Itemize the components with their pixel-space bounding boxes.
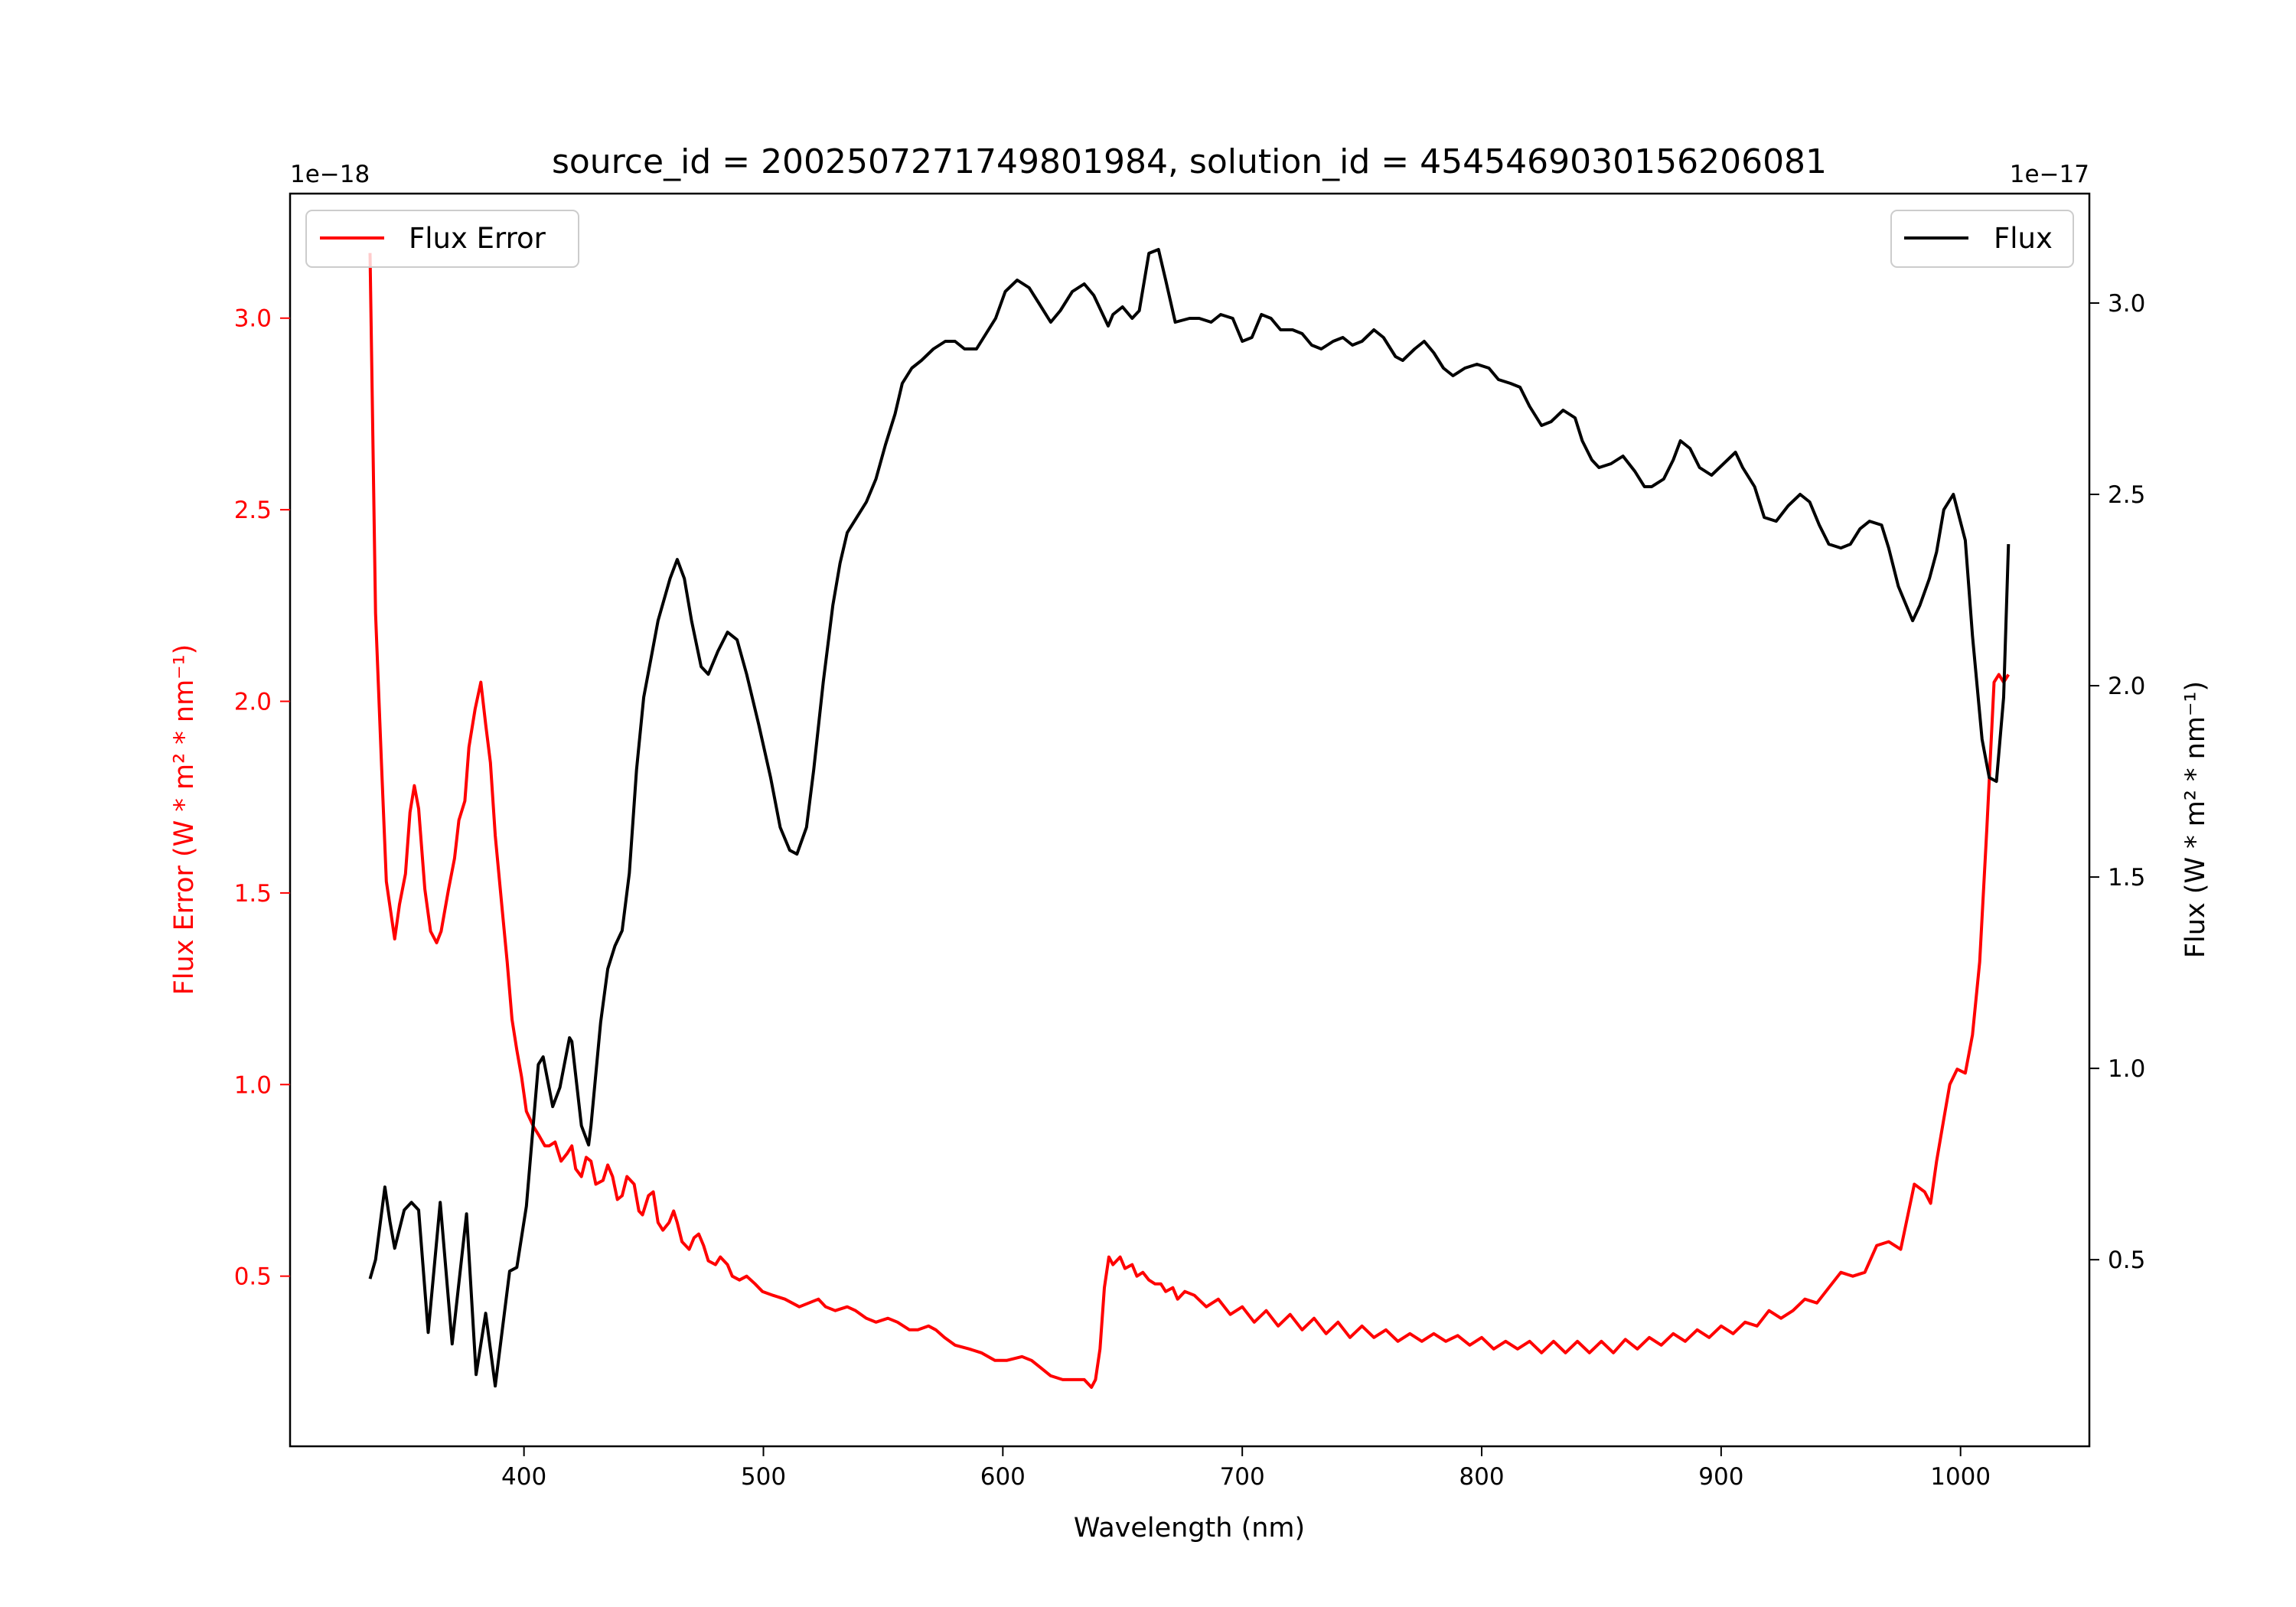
plot-marks [368, 248, 2011, 1389]
plot-frame [289, 192, 2091, 1448]
left-offset-text: 1e−18 [290, 161, 370, 188]
right-y-tick-label: 1.0 [2108, 1055, 2145, 1083]
left-y-axis-label: Flux Error (W * m² * nm⁻¹) [169, 644, 200, 996]
right-y-tick-label: 3.0 [2108, 290, 2145, 318]
left-y-tick-label: 1.0 [234, 1071, 272, 1099]
left-y-tick-label: 2.5 [234, 497, 272, 524]
left-y-tick-label: 3.0 [234, 305, 272, 333]
legend-box [1890, 210, 2074, 268]
series-line-flux-error [368, 253, 2010, 1389]
right-y-tick-label: 0.5 [2108, 1247, 2145, 1274]
x-axis-label: Wavelength (nm) [1074, 1513, 1305, 1543]
legend-label-flux-error: Flux Error [409, 222, 546, 255]
left-y-tick-label: 2.0 [234, 689, 272, 716]
x-tick-label: 500 [741, 1463, 786, 1491]
right-y-tick-label: 2.0 [2108, 673, 2145, 700]
legend-flux-error: Flux Error [305, 210, 579, 268]
x-tick-label: 700 [1220, 1463, 1265, 1491]
left-y-tick-label: 0.5 [234, 1263, 272, 1291]
legend-label-flux: Flux [1994, 222, 2053, 255]
x-tick-label: 1000 [1930, 1463, 1991, 1491]
x-tick-label: 900 [1698, 1463, 1743, 1491]
axes: 400 500 600 700 800 900 1000 0.5 1.0 1.5 2.0 2.5 3.0… [234, 290, 2146, 1491]
x-tick-label: 400 [501, 1463, 546, 1491]
x-tick-label: 800 [1459, 1463, 1504, 1491]
left-y-tick-label: 1.5 [234, 880, 272, 908]
right-y-axis-label: Flux (W * m² * nm⁻¹) [2180, 681, 2211, 958]
x-tick-label: 600 [980, 1463, 1026, 1491]
legend-flux: Flux [1890, 210, 2074, 268]
chart-title: source_id = 2002507271749801984, solutio… [552, 142, 1827, 181]
legend-box [305, 210, 579, 268]
right-offset-text: 1e−17 [2010, 161, 2089, 188]
right-y-tick-label: 2.5 [2108, 481, 2145, 509]
right-y-tick-label: 1.5 [2108, 864, 2145, 892]
series-line-flux [368, 248, 2011, 1388]
